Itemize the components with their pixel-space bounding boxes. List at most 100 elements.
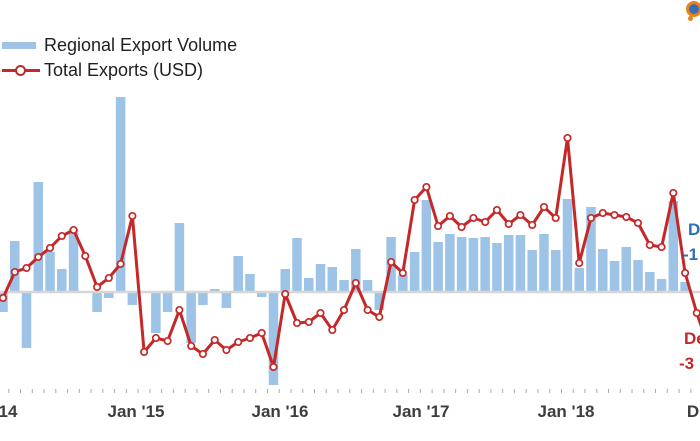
line-marker xyxy=(245,333,255,343)
line-marker xyxy=(398,268,407,278)
line-marker xyxy=(69,225,78,235)
bar xyxy=(539,234,549,292)
line-marker xyxy=(34,252,43,262)
line-marker xyxy=(445,211,454,221)
callout-month-text: D xyxy=(688,220,700,239)
bar xyxy=(527,250,537,292)
bar xyxy=(198,292,208,305)
line-marker xyxy=(316,308,325,318)
line-marker xyxy=(387,257,396,267)
bar-swatch-icon xyxy=(2,42,36,49)
line-marker xyxy=(81,251,90,261)
bar xyxy=(609,261,620,292)
line-marker xyxy=(481,217,490,227)
line-marker-swatch-icon xyxy=(2,65,40,76)
line-marker xyxy=(363,305,372,315)
bar xyxy=(680,282,690,292)
bar xyxy=(151,292,161,333)
line-marker xyxy=(128,211,137,221)
x-tick-label: Jan '17 xyxy=(392,402,450,421)
bar xyxy=(645,272,655,292)
bar xyxy=(515,235,526,292)
line-marker xyxy=(57,231,66,241)
bar xyxy=(104,292,114,298)
line-marker xyxy=(692,308,700,318)
line-marker xyxy=(504,219,513,229)
line-marker xyxy=(234,337,243,347)
legend-label: Regional Export Volume xyxy=(44,35,238,55)
bar xyxy=(433,242,443,292)
callout-value-text: -1 xyxy=(683,245,699,264)
line-marker xyxy=(328,325,337,335)
line-marker xyxy=(622,212,631,222)
bar xyxy=(398,275,408,292)
line-marker xyxy=(175,305,184,315)
line-marker xyxy=(269,362,278,372)
line-marker xyxy=(598,208,607,218)
line-marker xyxy=(22,263,31,273)
bar xyxy=(256,292,267,297)
line-marker xyxy=(292,318,302,328)
bar xyxy=(21,292,32,348)
bar xyxy=(268,292,279,385)
bar xyxy=(445,234,455,292)
bar xyxy=(480,237,490,292)
line-marker xyxy=(104,273,113,283)
line-marker xyxy=(151,333,160,343)
cropped-corner-glyph-icon xyxy=(686,1,700,17)
bar xyxy=(315,264,326,292)
x-tick-label: Jan '16 xyxy=(251,402,309,421)
line-marker xyxy=(669,188,678,198)
legend-item-regional-export-volume: Regional Export Volume xyxy=(2,33,237,58)
bar xyxy=(633,260,643,292)
bar xyxy=(174,223,185,292)
line-marker xyxy=(93,282,102,292)
bar xyxy=(574,268,584,292)
line-marker xyxy=(551,213,560,223)
cropped-corner-glyph-dot-icon xyxy=(688,16,693,21)
bar xyxy=(492,243,502,292)
line-marker xyxy=(563,133,572,143)
line-series-end-callout: De -3 xyxy=(679,326,700,376)
bar xyxy=(115,97,126,292)
bar xyxy=(10,241,20,292)
x-tick-label: Jan '18 xyxy=(537,402,595,421)
bar xyxy=(92,292,102,312)
bar xyxy=(280,269,290,292)
callout-value-text: -3 xyxy=(679,354,695,373)
line-marker xyxy=(539,202,549,212)
line-marker xyxy=(198,349,207,359)
line-marker xyxy=(304,317,313,327)
line-marker xyxy=(528,220,537,230)
bar xyxy=(127,292,138,305)
bar xyxy=(656,279,667,292)
bar xyxy=(362,280,373,292)
line-marker xyxy=(457,222,466,232)
bar xyxy=(245,274,255,292)
bar xyxy=(409,252,420,292)
line-marker xyxy=(10,267,19,277)
line-marker xyxy=(45,243,55,253)
bar xyxy=(292,238,302,292)
line-marker xyxy=(610,210,619,220)
line-marker xyxy=(586,213,596,223)
line-marker xyxy=(633,218,643,228)
bar xyxy=(503,235,514,292)
callout-month-text: De xyxy=(684,329,700,348)
bar xyxy=(468,238,479,292)
bar xyxy=(668,201,679,292)
bar xyxy=(0,292,8,312)
bar xyxy=(374,292,385,310)
legend-item-total-exports: Total Exports (USD) xyxy=(2,58,237,83)
bar xyxy=(162,292,173,312)
line-marker xyxy=(410,195,419,205)
line-marker xyxy=(469,213,478,223)
x-tick-label: 14 xyxy=(0,402,18,421)
line-marker xyxy=(210,335,219,345)
x-tick-label: D xyxy=(686,402,700,421)
bar xyxy=(562,199,573,292)
bar xyxy=(456,237,467,292)
bar xyxy=(351,249,361,292)
